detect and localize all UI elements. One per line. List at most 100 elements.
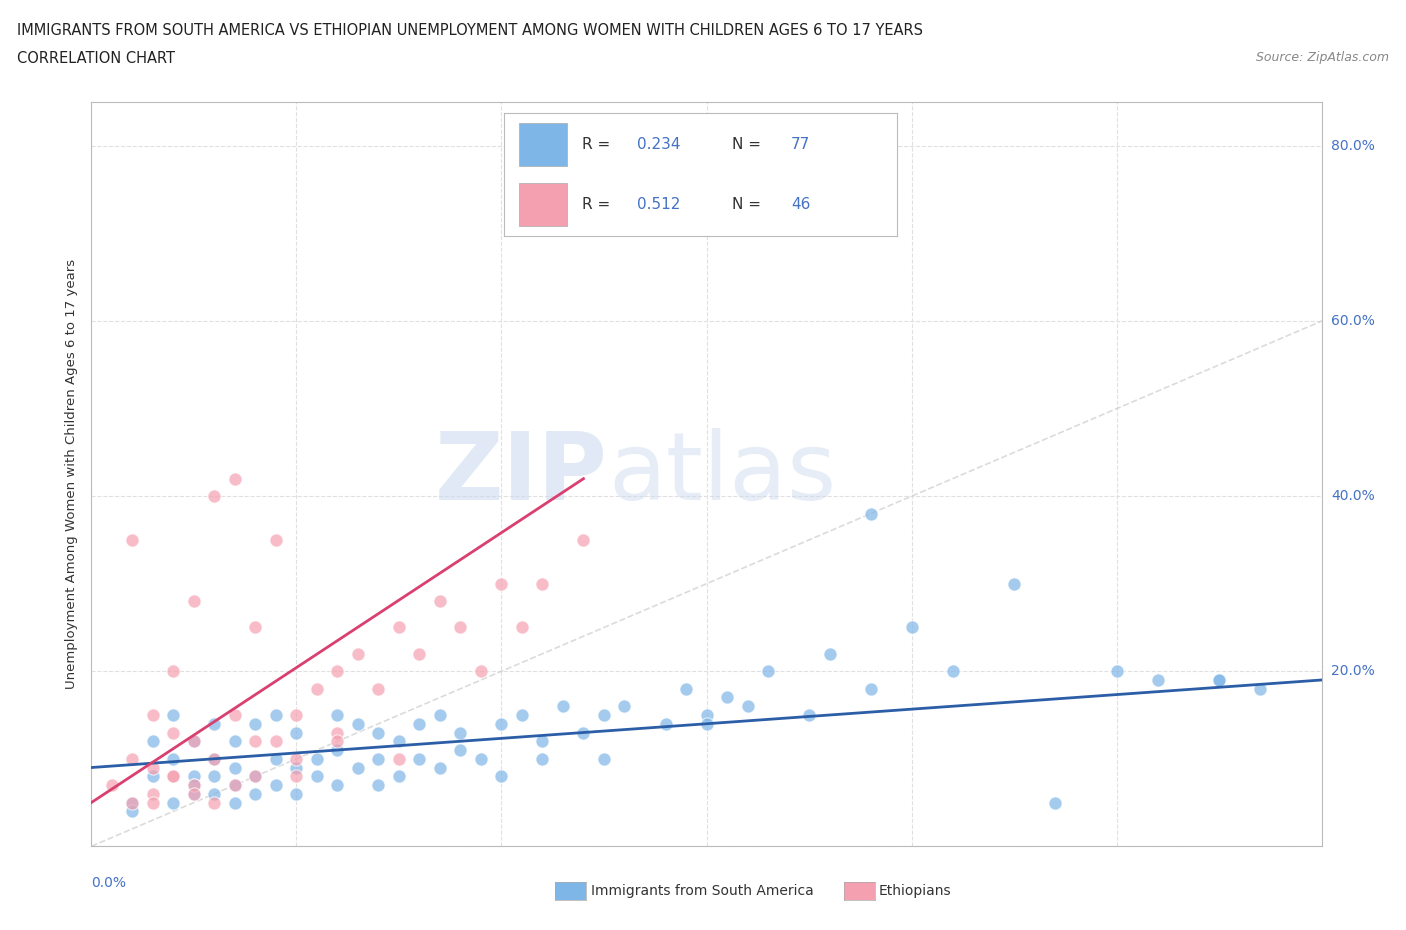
Point xyxy=(1208,672,1230,687)
Point xyxy=(1043,795,1066,810)
Point xyxy=(491,716,513,731)
Point xyxy=(593,751,616,766)
Point xyxy=(613,698,636,713)
Point xyxy=(470,751,492,766)
Point xyxy=(202,787,225,802)
Point xyxy=(797,708,820,723)
Point xyxy=(326,708,349,723)
Point xyxy=(142,760,165,775)
Point xyxy=(162,769,184,784)
Point xyxy=(183,593,205,608)
Point xyxy=(429,593,451,608)
Point xyxy=(183,787,205,802)
Point xyxy=(695,708,717,723)
Point xyxy=(202,751,225,766)
Point xyxy=(183,787,205,802)
Point xyxy=(264,533,287,548)
Point xyxy=(183,734,205,749)
Point xyxy=(1208,672,1230,687)
Point xyxy=(367,777,389,792)
Point xyxy=(470,664,492,679)
Point xyxy=(285,708,308,723)
Point xyxy=(121,751,143,766)
Point xyxy=(142,787,165,802)
Point xyxy=(162,769,184,784)
Point xyxy=(408,751,430,766)
Point xyxy=(491,577,513,591)
Point xyxy=(142,769,165,784)
Point xyxy=(305,769,328,784)
Point xyxy=(347,716,370,731)
Point xyxy=(531,751,554,766)
Point xyxy=(654,716,676,731)
Text: ZIP: ZIP xyxy=(436,429,607,520)
Point xyxy=(202,489,225,504)
Point xyxy=(510,620,533,635)
Point xyxy=(737,698,759,713)
Text: Ethiopians: Ethiopians xyxy=(879,884,952,898)
Y-axis label: Unemployment Among Women with Children Ages 6 to 17 years: Unemployment Among Women with Children A… xyxy=(65,259,79,689)
Point xyxy=(264,777,287,792)
Point xyxy=(531,577,554,591)
Point xyxy=(142,734,165,749)
Point xyxy=(593,708,616,723)
Point xyxy=(285,751,308,766)
Point xyxy=(408,646,430,661)
Point xyxy=(675,682,697,697)
Point xyxy=(859,682,882,697)
Point xyxy=(367,682,389,697)
Point xyxy=(449,742,471,757)
Point xyxy=(162,751,184,766)
Point xyxy=(859,506,882,521)
Point xyxy=(531,734,554,749)
Point xyxy=(183,769,205,784)
Point xyxy=(162,664,184,679)
Point xyxy=(572,725,595,740)
Point xyxy=(264,708,287,723)
Point xyxy=(756,664,779,679)
Text: Source: ZipAtlas.com: Source: ZipAtlas.com xyxy=(1256,51,1389,64)
Point xyxy=(162,725,184,740)
Point xyxy=(285,769,308,784)
Point xyxy=(245,620,267,635)
Point xyxy=(326,725,349,740)
Point xyxy=(572,533,595,548)
Point xyxy=(1249,682,1271,697)
Point xyxy=(326,742,349,757)
Point xyxy=(429,760,451,775)
Point xyxy=(429,708,451,723)
Point xyxy=(224,777,246,792)
Point xyxy=(347,646,370,661)
Point xyxy=(900,620,922,635)
Point xyxy=(121,804,143,818)
Point xyxy=(224,734,246,749)
Point xyxy=(224,795,246,810)
Point xyxy=(347,760,370,775)
Point xyxy=(1105,664,1128,679)
Point xyxy=(245,716,267,731)
Point xyxy=(245,769,267,784)
Text: atlas: atlas xyxy=(607,429,837,520)
Text: 0.0%: 0.0% xyxy=(91,876,127,890)
Point xyxy=(183,734,205,749)
Point xyxy=(367,725,389,740)
Text: 60.0%: 60.0% xyxy=(1331,314,1375,328)
Point xyxy=(202,716,225,731)
Point xyxy=(224,472,246,486)
Point xyxy=(162,795,184,810)
Text: 80.0%: 80.0% xyxy=(1331,140,1375,153)
Point xyxy=(305,682,328,697)
Point xyxy=(245,787,267,802)
Point xyxy=(449,725,471,740)
Point xyxy=(202,751,225,766)
Point xyxy=(1146,672,1168,687)
Point xyxy=(326,664,349,679)
Point xyxy=(285,787,308,802)
Text: IMMIGRANTS FROM SOUTH AMERICA VS ETHIOPIAN UNEMPLOYMENT AMONG WOMEN WITH CHILDRE: IMMIGRANTS FROM SOUTH AMERICA VS ETHIOPI… xyxy=(17,23,922,38)
Point xyxy=(388,620,411,635)
Point xyxy=(551,698,574,713)
Point xyxy=(224,708,246,723)
Text: 20.0%: 20.0% xyxy=(1331,664,1375,678)
Point xyxy=(942,664,965,679)
Point xyxy=(142,795,165,810)
